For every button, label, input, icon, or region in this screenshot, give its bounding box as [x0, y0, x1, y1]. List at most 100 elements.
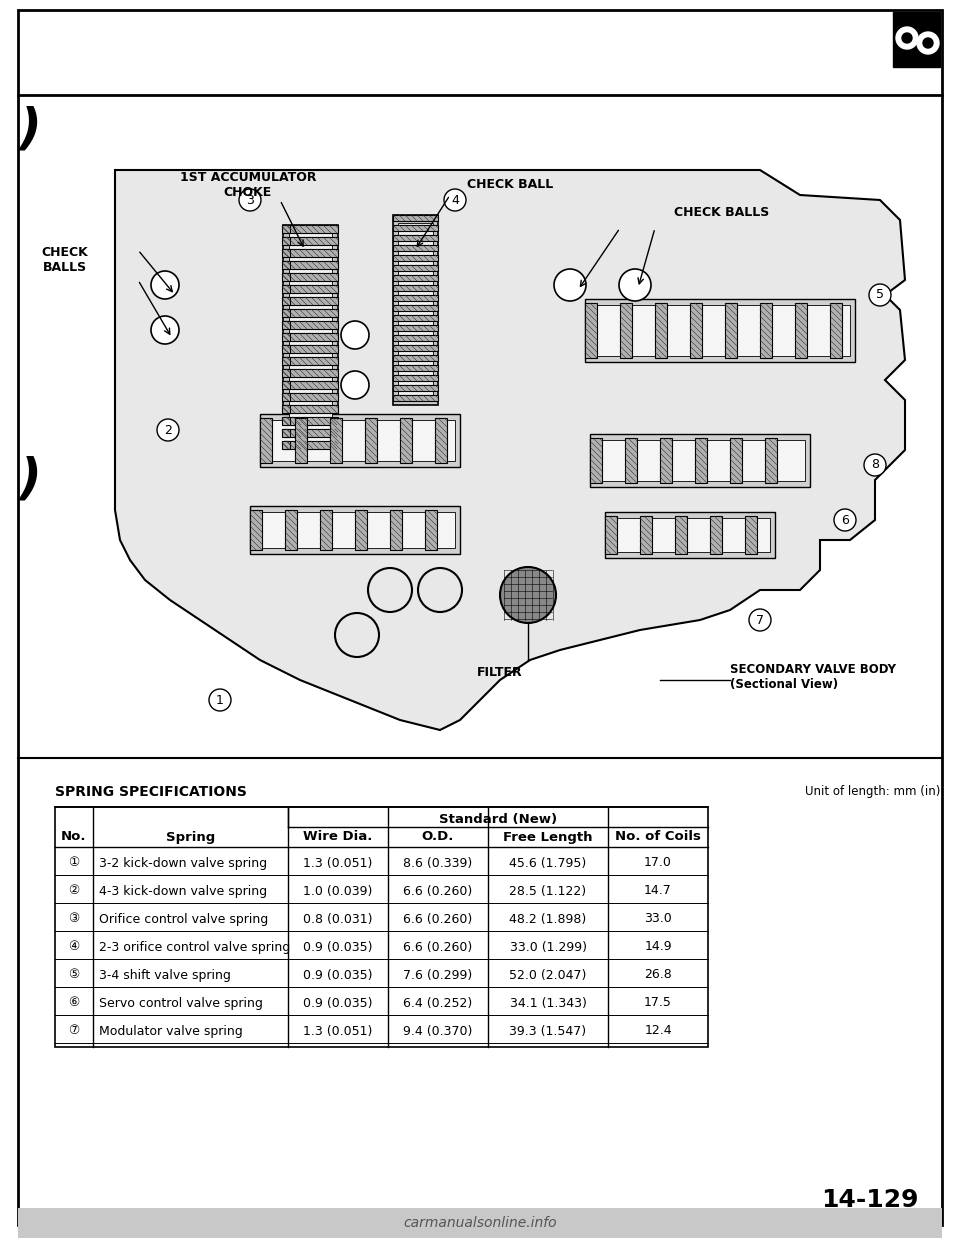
Text: 1.3 (0.051): 1.3 (0.051) — [303, 1025, 372, 1037]
Bar — [398, 224, 433, 397]
Bar — [393, 345, 438, 351]
Bar — [690, 303, 702, 358]
Circle shape — [335, 614, 379, 657]
Text: 45.6 (1.795): 45.6 (1.795) — [510, 857, 587, 869]
Text: 2: 2 — [164, 424, 172, 436]
Text: 3-2 kick-down valve spring: 3-2 kick-down valve spring — [99, 857, 267, 869]
Bar — [283, 369, 338, 378]
Bar — [393, 245, 438, 251]
Circle shape — [864, 455, 886, 476]
Bar — [282, 428, 290, 437]
Bar — [365, 419, 377, 463]
Bar — [285, 510, 297, 550]
Bar — [393, 325, 438, 332]
Text: 28.5 (1.122): 28.5 (1.122) — [510, 884, 587, 898]
Bar — [282, 356, 290, 365]
Bar — [250, 510, 262, 550]
Text: Orifice control valve spring: Orifice control valve spring — [99, 913, 268, 925]
Bar — [282, 320, 290, 329]
Text: ⑦: ⑦ — [68, 1025, 80, 1037]
Bar — [282, 261, 290, 270]
Bar — [355, 510, 367, 550]
Text: 52.0 (2.047): 52.0 (2.047) — [510, 969, 587, 981]
Text: 6.6 (0.260): 6.6 (0.260) — [403, 940, 472, 954]
Bar — [605, 515, 617, 554]
Text: 33.0 (1.299): 33.0 (1.299) — [510, 940, 587, 954]
Bar — [282, 392, 290, 401]
Bar — [283, 237, 338, 245]
Bar — [283, 261, 338, 270]
Text: CHECK BALLS: CHECK BALLS — [674, 206, 770, 220]
Bar — [585, 303, 597, 358]
Bar — [282, 369, 290, 378]
Text: 8: 8 — [871, 458, 879, 472]
Circle shape — [500, 568, 556, 623]
Bar — [282, 345, 290, 353]
Bar — [393, 215, 438, 405]
Bar — [330, 419, 342, 463]
Text: 26.8: 26.8 — [644, 969, 672, 981]
Text: CHECK BALL: CHECK BALL — [467, 179, 553, 191]
Bar — [250, 505, 460, 554]
Bar — [282, 273, 290, 281]
Text: ⑤: ⑤ — [68, 969, 80, 981]
Bar — [282, 309, 290, 317]
Bar — [655, 303, 667, 358]
Text: 3-4 shift valve spring: 3-4 shift valve spring — [99, 969, 230, 981]
Text: ): ) — [18, 106, 41, 154]
Bar — [283, 428, 338, 437]
Text: No.: No. — [61, 831, 86, 843]
Text: Wire Dia.: Wire Dia. — [303, 831, 372, 843]
Bar — [283, 225, 338, 233]
Text: CHECK
BALLS: CHECK BALLS — [41, 246, 88, 274]
Text: 9.4 (0.370): 9.4 (0.370) — [403, 1025, 472, 1037]
Circle shape — [749, 609, 771, 631]
Bar — [282, 284, 290, 293]
Bar — [435, 419, 447, 463]
Bar — [283, 381, 338, 389]
Bar — [282, 297, 290, 306]
Circle shape — [418, 568, 462, 612]
Text: carmanualsonline.info: carmanualsonline.info — [403, 1216, 557, 1230]
Text: ②: ② — [68, 884, 80, 898]
Bar — [282, 225, 290, 233]
Bar — [675, 515, 687, 554]
Circle shape — [209, 689, 231, 710]
Text: SECONDARY VALVE BODY
(Sectional View): SECONDARY VALVE BODY (Sectional View) — [730, 663, 896, 691]
Text: 1.3 (0.051): 1.3 (0.051) — [303, 857, 372, 869]
Circle shape — [869, 284, 891, 306]
Text: 14.7: 14.7 — [644, 884, 672, 898]
Bar — [425, 510, 437, 550]
Circle shape — [896, 27, 918, 48]
Text: 1: 1 — [216, 693, 224, 707]
Bar — [282, 333, 290, 342]
Text: ④: ④ — [68, 940, 80, 954]
Bar — [590, 306, 850, 356]
Bar — [390, 510, 402, 550]
Bar — [393, 365, 438, 371]
Bar — [255, 512, 455, 548]
Bar — [640, 515, 652, 554]
Text: 0.9 (0.035): 0.9 (0.035) — [303, 996, 372, 1010]
Bar — [282, 405, 290, 414]
Circle shape — [368, 568, 412, 612]
Text: 48.2 (1.898): 48.2 (1.898) — [510, 913, 587, 925]
Circle shape — [619, 270, 651, 301]
Text: No. of Coils: No. of Coils — [615, 831, 701, 843]
Circle shape — [834, 509, 856, 532]
Circle shape — [917, 32, 939, 53]
Bar — [18, 1208, 942, 1238]
Bar — [393, 355, 438, 361]
Text: 1.0 (0.039): 1.0 (0.039) — [303, 884, 372, 898]
Bar — [595, 440, 805, 481]
Bar — [283, 392, 338, 401]
Bar — [585, 299, 855, 361]
Bar — [393, 284, 438, 291]
Text: 6.6 (0.260): 6.6 (0.260) — [403, 884, 472, 898]
Bar — [393, 395, 438, 401]
Text: Unit of length: mm (in): Unit of length: mm (in) — [804, 785, 940, 799]
Text: ③: ③ — [68, 913, 80, 925]
Text: FILTER: FILTER — [477, 666, 523, 678]
Text: 4: 4 — [451, 194, 459, 206]
Text: SPRING SPECIFICATIONS: SPRING SPECIFICATIONS — [55, 785, 247, 799]
